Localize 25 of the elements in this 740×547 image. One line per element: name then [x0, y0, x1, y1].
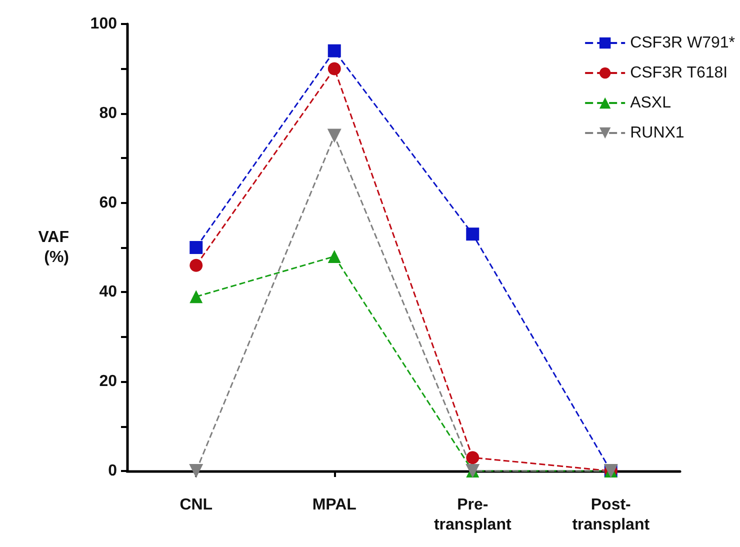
- x-tick-label: MPAL: [312, 496, 357, 514]
- legend-label: CSF3R T618I: [630, 64, 728, 82]
- y-tick-label: 80: [99, 104, 118, 122]
- y-tick-label: 20: [99, 373, 118, 390]
- x-tick-label: Pre- transplant: [434, 496, 512, 534]
- point: [328, 44, 341, 58]
- point: [328, 62, 341, 76]
- point: [190, 258, 203, 272]
- legend-label: RUNX1: [630, 124, 684, 142]
- point: [190, 241, 203, 254]
- y-axis-title: VAF (%): [38, 229, 70, 266]
- y-tick-label: 40: [99, 284, 118, 301]
- y-tick-label: 0: [108, 462, 118, 480]
- x-tick-label: Post- transplant: [572, 496, 650, 534]
- point: [190, 290, 203, 304]
- point: [466, 451, 480, 464]
- point: [189, 464, 204, 478]
- point: [327, 128, 342, 143]
- point: [328, 250, 341, 263]
- x-tick-label: CNL: [180, 496, 213, 514]
- legend-label: CSF3R W791*: [630, 34, 735, 52]
- y-tick-label: 60: [99, 194, 118, 212]
- y-tick-label: 100: [90, 16, 118, 32]
- legend-label: ASXL: [630, 94, 672, 112]
- point: [466, 228, 480, 241]
